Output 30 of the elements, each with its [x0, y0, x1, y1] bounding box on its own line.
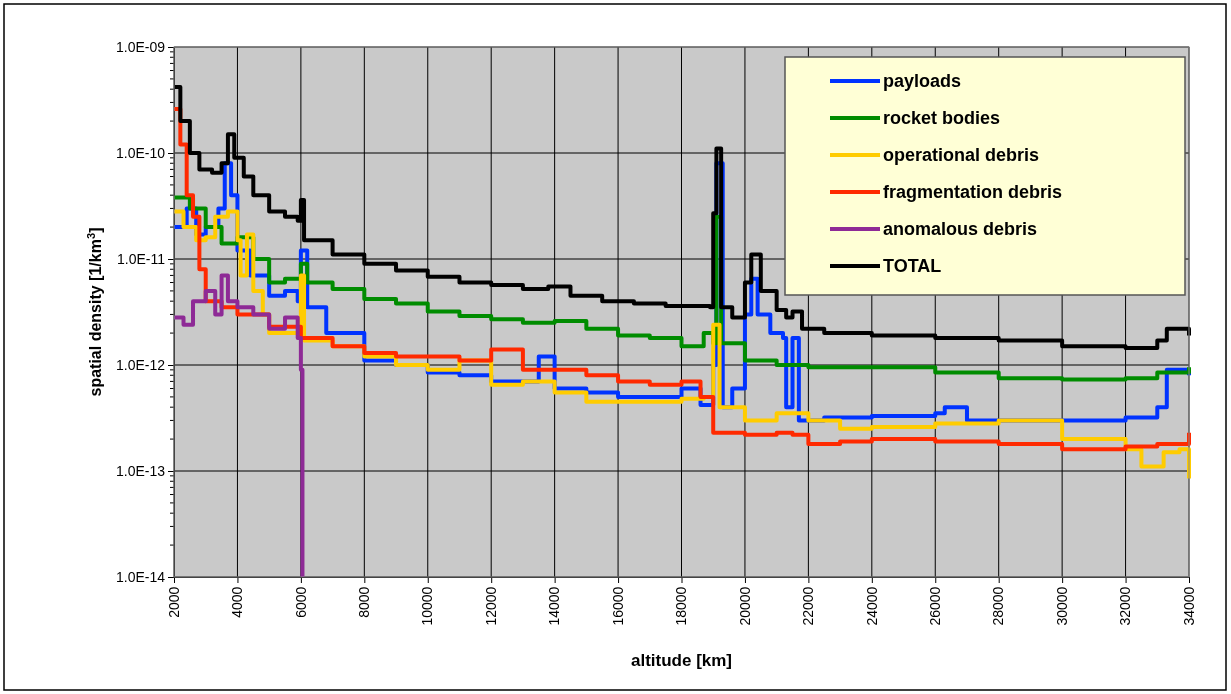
- legend-label: fragmentation debris: [883, 182, 1063, 202]
- y-tick-label: 1.0E-14: [115, 568, 166, 585]
- x-tick-label: 14000: [546, 586, 563, 626]
- x-tick-label: 30000: [1053, 586, 1070, 626]
- legend-label: operational debris: [883, 145, 1040, 165]
- x-tick-label: 20000: [736, 586, 753, 626]
- y-tick-label: 1.0E-12: [115, 356, 166, 373]
- y-tick-label: 1.0E-09: [115, 38, 166, 55]
- x-tick-label: 34000: [1180, 586, 1197, 626]
- x-tick-label: 12000: [482, 586, 499, 626]
- x-tick-label: 24000: [863, 586, 880, 626]
- x-tick-label: 4000: [229, 586, 246, 618]
- x-tick-label: 2000: [165, 586, 182, 618]
- x-tick-label: 8000: [356, 586, 373, 618]
- x-tick-label: 22000: [800, 586, 817, 626]
- x-tick-label: 32000: [1117, 586, 1134, 626]
- x-tick-label: 18000: [673, 586, 690, 626]
- legend-label: TOTAL: [883, 256, 942, 276]
- x-tick-label: 26000: [926, 586, 943, 626]
- x-axis-title: altitude [km]: [630, 651, 733, 670]
- y-tick-label: 1.0E-11: [117, 250, 166, 267]
- y-tick-label: 1.0E-13: [115, 462, 166, 479]
- x-tick-label: 6000: [292, 586, 309, 618]
- legend-label: rocket bodies: [883, 108, 1001, 128]
- legend-label: anomalous debris: [883, 219, 1038, 239]
- x-tick-label: 10000: [419, 586, 436, 626]
- legend-label: payloads: [883, 71, 962, 91]
- y-tick-label: 1.0E-10: [115, 144, 166, 161]
- x-tick-label: 28000: [990, 586, 1007, 626]
- x-tick-label: 16000: [609, 586, 626, 626]
